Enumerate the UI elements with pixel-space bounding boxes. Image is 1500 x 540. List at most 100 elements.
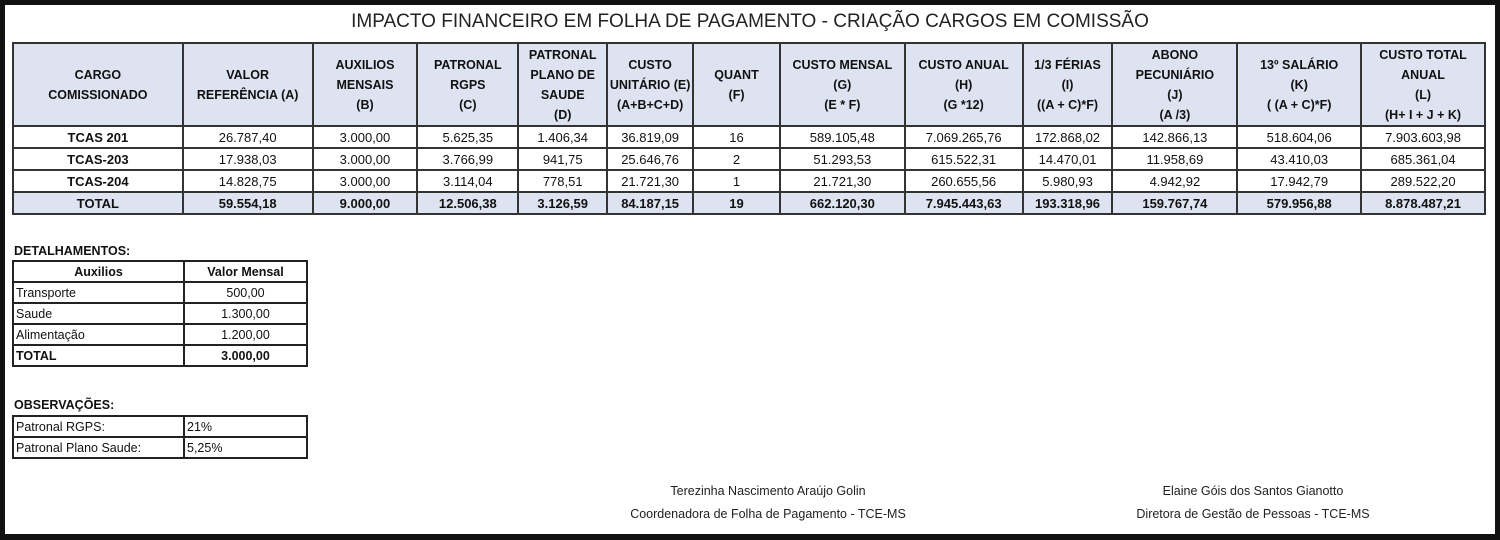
total-cell: 59.554,18 [181, 191, 314, 215]
observation-value: 5,25% [183, 436, 308, 459]
column-header-line: (A+B+C+D) [616, 97, 684, 112]
column-header-line: MENSAIS [336, 77, 394, 92]
signature-role: Coordenadora de Folha de Pagamento - TCE… [630, 507, 906, 521]
table-cell: 685.361,04 [1360, 147, 1486, 171]
table-row: TCAS-204 14.828,75 3.000,00 3.114,04 778,51 2… [12, 169, 1486, 193]
table-cell: 2 [692, 147, 781, 171]
details-label: Saude [12, 302, 185, 325]
details-label: Transporte [12, 281, 185, 304]
table-cell: 142.866,13 [1111, 125, 1239, 149]
total-cell: 7.945.443,63 [903, 191, 1024, 215]
details-value: 3.000,00 [183, 344, 308, 367]
table-cell: 14.828,75 [181, 169, 314, 193]
column-header-line: CUSTO [628, 57, 672, 72]
details-header: Valor Mensal [183, 260, 308, 283]
table-cell: 3.000,00 [311, 169, 419, 193]
column-header-line: CUSTO TOTAL [1379, 47, 1467, 62]
column-header-line: ( (A + C)*F) [1266, 97, 1332, 112]
signature-name: Elaine Góis dos Santos Gianotto [1162, 484, 1344, 498]
details-value: 1.200,00 [183, 323, 308, 346]
column-header-line: (K) [1290, 77, 1308, 92]
column-header-line: (I) [1061, 77, 1074, 92]
column-header-line: REFERÊNCIA (A) [196, 87, 299, 102]
table-cell: 260.655,56 [903, 169, 1024, 193]
table-cell: 36.819,09 [606, 125, 695, 149]
column-header-line: (H+ I + J + K) [1385, 107, 1462, 122]
table-cell: 778,51 [517, 169, 609, 193]
total-cell: 19 [692, 191, 781, 215]
signature-director: Elaine Góis dos Santos Gianotto Diretora… [1043, 480, 1463, 526]
table-cell: 51.293,53 [778, 147, 906, 171]
table-cell: 518.604,06 [1236, 125, 1363, 149]
total-cell: 12.506,38 [416, 191, 520, 215]
column-header-line: (G *12) [943, 97, 984, 112]
observation-label: Patronal RGPS: [12, 415, 185, 438]
column-header-line: SAUDE [540, 87, 585, 102]
details-value: 500,00 [183, 281, 308, 304]
details-row: Alimentação 1.200,00 [12, 323, 308, 346]
column-header: VALOR REFERÊNCIA (A) [181, 42, 314, 127]
total-row: TOTAL 59.554,18 9.000,00 12.506,38 3.126,59 8… [12, 191, 1486, 215]
signature-name: Terezinha Nascimento Araújo Golin [670, 484, 866, 498]
column-header-line: CARGO [74, 67, 122, 82]
column-header-line: (D) [554, 107, 572, 122]
table-cell: 172.868,02 [1021, 125, 1114, 149]
column-header: CARGO COMISSIONADO [12, 42, 184, 127]
observation-label: Patronal Plano Saude: [12, 436, 185, 459]
column-header-line: (G) [833, 77, 852, 92]
column-header-line: (A /3) [1159, 107, 1191, 122]
column-header-line: (L) [1415, 87, 1432, 102]
table-cell: 589.105,48 [778, 125, 906, 149]
column-header-line: QUANT [714, 67, 759, 82]
table-cell: TCAS 201 [12, 125, 184, 149]
table-cell: 615.522,31 [903, 147, 1024, 171]
table-cell: 3.766,99 [416, 147, 520, 171]
column-header-line: CUSTO ANUAL [918, 57, 1009, 72]
table-cell: 5.625,35 [416, 125, 520, 149]
total-cell: 3.126,59 [517, 191, 609, 215]
details-table: Auxilios Valor Mensal Transporte 500,00 Saud… [12, 260, 308, 367]
table-cell: 7.069.265,76 [903, 125, 1024, 149]
total-cell: TOTAL [12, 191, 184, 215]
column-header: 1/3 FÉRIAS (I) ((A + C)*F) [1021, 42, 1114, 127]
column-header-line: CUSTO MENSAL [792, 57, 893, 72]
total-cell: 662.120,30 [778, 191, 906, 215]
column-header-line: ANUAL [1401, 67, 1445, 82]
table-cell: 14.470,01 [1021, 147, 1114, 171]
signature-coordinator: Terezinha Nascimento Araújo Golin Coorde… [558, 480, 978, 526]
table-cell: 5.980,93 [1021, 169, 1114, 193]
table-cell: 16 [692, 125, 781, 149]
column-header-line: (B) [356, 97, 374, 112]
column-header-line: ABONO [1151, 47, 1199, 62]
observations-heading: OBSERVAÇÕES: [14, 398, 115, 412]
column-header: PATRONAL PLANO DE SAUDE (D) [517, 42, 609, 127]
table-cell: 7.903.603,98 [1360, 125, 1486, 149]
table-cell: 43.410,03 [1236, 147, 1363, 171]
table-cell: 941,75 [517, 147, 609, 171]
details-label: TOTAL [12, 344, 185, 367]
total-cell: 193.318,96 [1021, 191, 1114, 215]
total-cell: 159.767,74 [1111, 191, 1239, 215]
table-cell: 17.938,03 [181, 147, 314, 171]
table-cell: 1.406,34 [517, 125, 609, 149]
table-cell: 1 [692, 169, 781, 193]
details-header: Auxilios [12, 260, 185, 283]
table-cell: 3.000,00 [311, 147, 419, 171]
column-header: CUSTO ANUAL (H) (G *12) [903, 42, 1024, 127]
financial-impact-table: CARGO COMISSIONADO VALOR REFERÊNCIA (A) AUXI… [12, 42, 1486, 215]
column-header-line: RGPS [450, 77, 486, 92]
details-heading: DETALHAMENTOS: [14, 244, 131, 258]
column-header-line: COMISSIONADO [48, 87, 148, 102]
column-header-line: PATRONAL [528, 47, 597, 62]
column-header-line: (C) [459, 97, 477, 112]
table-cell: 11.958,69 [1111, 147, 1239, 171]
table-row: TCAS-203 17.938,03 3.000,00 3.766,99 941,75 2… [12, 147, 1486, 171]
details-row: Saude 1.300,00 [12, 302, 308, 325]
column-header: AUXILIOS MENSAIS (B) [311, 42, 419, 127]
details-value: 1.300,00 [183, 302, 308, 325]
column-header-line: AUXILIOS [335, 57, 395, 72]
total-cell: 9.000,00 [311, 191, 419, 215]
observation-row: Patronal Plano Saude: 5,25% [12, 436, 308, 459]
table-cell: 289.522,20 [1360, 169, 1486, 193]
